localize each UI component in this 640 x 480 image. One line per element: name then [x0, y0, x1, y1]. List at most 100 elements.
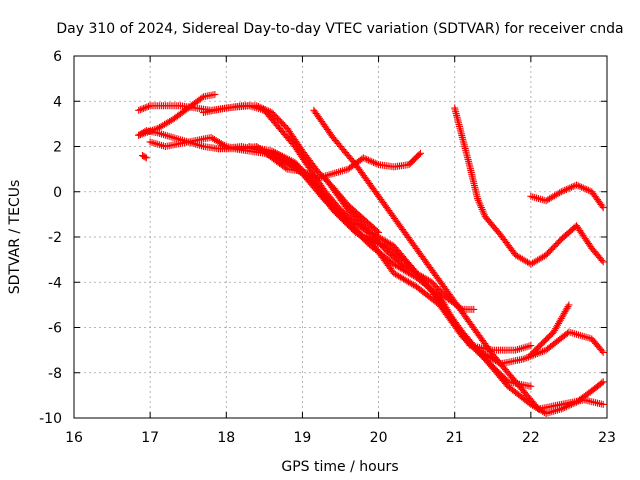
series-track-n	[527, 181, 607, 212]
data-point	[142, 154, 150, 162]
y-tick-label: -6	[48, 321, 62, 337]
data-point	[138, 105, 146, 113]
data-point	[282, 164, 290, 172]
data-point	[561, 186, 569, 194]
data-point	[584, 186, 592, 194]
y-tick-label: 6	[53, 49, 62, 65]
data-point	[598, 256, 606, 264]
x-tick-label: 23	[598, 430, 616, 446]
data-point	[370, 237, 378, 245]
data-point	[574, 182, 582, 190]
data-point	[359, 154, 367, 162]
y-tick-label: -10	[39, 411, 62, 427]
chart-title: Day 310 of 2024, Sidereal Day-to-day VTE…	[56, 21, 623, 37]
data-point	[599, 348, 607, 356]
data-point	[198, 94, 206, 102]
data-point	[361, 234, 369, 242]
y-tick-label: 4	[53, 94, 62, 110]
data-point	[149, 126, 157, 134]
x-tick-label: 17	[141, 430, 159, 446]
data-point	[557, 188, 565, 196]
data-point	[142, 129, 150, 137]
data-point	[138, 130, 146, 138]
data-point	[136, 131, 144, 139]
data-point	[557, 405, 565, 413]
data-point	[143, 103, 151, 111]
grid	[74, 56, 607, 418]
data-point	[523, 354, 531, 362]
data-point	[416, 149, 424, 157]
data-point	[562, 185, 570, 193]
x-tick-label: 18	[217, 430, 235, 446]
data-point	[566, 184, 574, 192]
data-point	[366, 236, 374, 244]
data-point	[363, 155, 371, 163]
data-point	[567, 400, 575, 408]
data-point	[599, 378, 607, 386]
y-tick-label: -4	[48, 275, 62, 291]
series-track-j	[321, 174, 550, 417]
data-point	[565, 301, 573, 309]
series-track-i	[310, 106, 607, 413]
data-series	[135, 90, 607, 417]
data-point	[598, 379, 606, 387]
data-point	[599, 258, 607, 266]
data-point	[527, 382, 535, 390]
data-point	[559, 404, 567, 412]
x-tick-label: 21	[446, 430, 464, 446]
data-point	[539, 348, 547, 356]
data-point	[364, 156, 372, 164]
x-tick-label: 19	[294, 430, 312, 446]
data-point	[373, 160, 381, 168]
data-point	[598, 347, 606, 355]
x-tick-label: 20	[370, 430, 388, 446]
data-point	[371, 159, 379, 167]
data-point	[373, 239, 381, 247]
data-point	[368, 236, 376, 244]
data-point	[537, 348, 545, 356]
series-track-m	[451, 104, 607, 268]
data-point	[141, 153, 149, 161]
data-point	[369, 158, 377, 166]
plot-frame	[73, 55, 608, 419]
data-point	[576, 182, 584, 190]
data-point	[141, 104, 149, 112]
data-point	[152, 125, 160, 133]
data-point	[579, 184, 587, 192]
data-point	[566, 401, 574, 409]
data-point	[535, 349, 543, 357]
y-tick-label: -2	[48, 230, 62, 246]
series-track-k	[542, 378, 607, 417]
data-point	[365, 235, 373, 243]
data-point	[521, 354, 529, 362]
data-point	[573, 181, 581, 189]
data-point	[599, 400, 607, 408]
y-tick-label: 2	[53, 140, 62, 156]
data-point	[567, 183, 575, 191]
series-track-l	[527, 301, 573, 359]
data-point	[211, 90, 219, 98]
data-point	[415, 151, 423, 159]
series-track-e	[199, 102, 478, 313]
data-point	[559, 187, 567, 195]
data-point	[363, 234, 371, 242]
data-point	[140, 129, 148, 137]
data-point	[578, 183, 586, 191]
data-point	[145, 127, 153, 135]
data-point	[135, 131, 143, 139]
data-point	[375, 239, 383, 247]
x-axis-label: GPS time / hours	[281, 459, 398, 475]
data-point	[564, 303, 572, 311]
data-point	[562, 403, 570, 411]
data-point	[564, 185, 572, 193]
y-tick-label: 0	[53, 185, 62, 201]
data-point	[598, 202, 606, 210]
data-point	[366, 157, 374, 165]
data-point	[561, 403, 569, 411]
y-tick-label: -8	[48, 366, 62, 382]
data-point	[569, 400, 577, 408]
data-point	[140, 104, 148, 112]
data-point	[564, 402, 572, 410]
data-point	[599, 204, 607, 212]
